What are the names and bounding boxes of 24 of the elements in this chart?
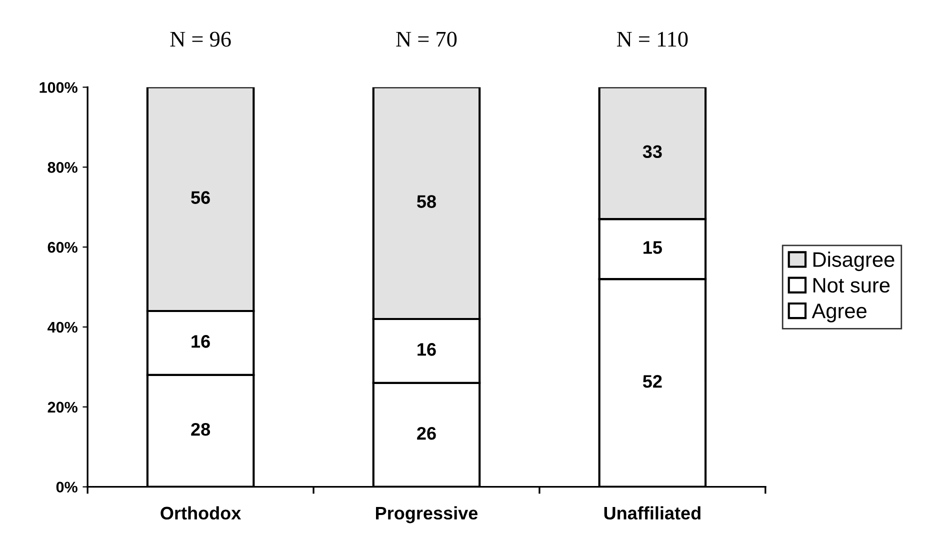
text: N = 110 [616,32,688,47]
data-label: 28 [191,422,210,436]
x-tick-label: Orthodox [160,506,242,520]
data-label: 58 [417,195,436,208]
data-label: 16 [418,343,436,356]
legend-label: Agree [812,304,866,322]
data-label: 56 [191,191,210,204]
data-label: 52 [642,375,662,388]
y-tick-label: 80% [48,162,78,173]
data-label: 15 [644,241,662,254]
y-tick-label: 20% [48,402,78,413]
y-tick-label: 0% [56,482,78,493]
y-tick-label: 100% [40,82,78,93]
y-tick-label: 40% [48,322,78,333]
x-tick-label: Unaffiliated [604,506,700,520]
text: N = 96 [170,32,231,47]
x-tick-label: Progressive [376,506,478,524]
legend-label: Disagree [813,252,894,272]
data-label: 16 [192,335,210,348]
y-tick-label: 60% [48,242,78,253]
legend-label: Not sure [813,278,890,293]
text: N = 70 [396,32,457,47]
data-label: 33 [642,145,662,158]
data-label: 26 [417,426,436,440]
